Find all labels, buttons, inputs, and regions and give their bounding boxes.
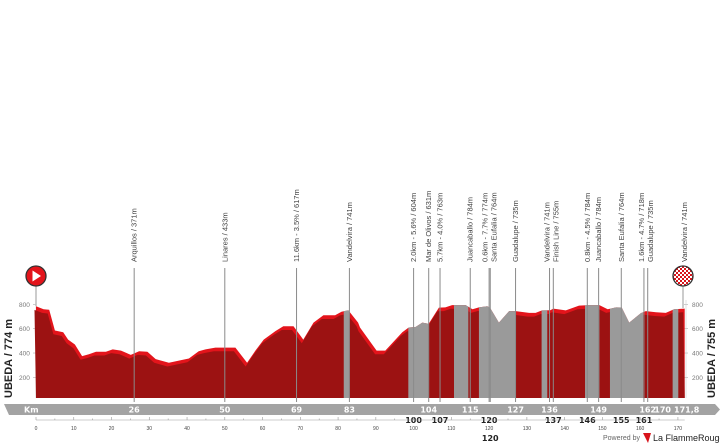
distance-tick-label: 70 <box>298 426 304 432</box>
distance-tick-label: 80 <box>335 426 341 432</box>
altitude-axis-left: 200 400 600 800 <box>19 300 37 398</box>
start-label: UBEDA / 774 m <box>3 319 15 398</box>
km-strip-label: 136 <box>541 406 558 415</box>
km-marker-label: 155 <box>613 416 630 425</box>
altitude-tick-label: 200 <box>692 375 703 382</box>
km-strip-title: Km <box>24 406 39 415</box>
checkered-flag-icon <box>672 265 694 308</box>
finish-label: UBEDA / 755 m <box>706 319 718 398</box>
distance-tick-label: 40 <box>184 426 190 432</box>
marker-label: Juancaballo / 784m <box>594 197 603 262</box>
km-strip-band <box>4 404 720 415</box>
marker-label: Arquillos / 371m <box>130 208 139 262</box>
marker-label: Juancaballo / 784m <box>466 197 475 262</box>
climb-segment <box>454 305 469 398</box>
km-marker-label: 100 <box>405 416 422 425</box>
powered-by: Powered by La FlammeRouge <box>603 433 720 443</box>
altitude-tick-label: 400 <box>692 351 703 358</box>
altitude-tick-label: 600 <box>692 326 703 333</box>
climb-segment <box>609 305 644 398</box>
km-marker-label: 137 <box>545 416 562 425</box>
distance-tick-label: 100 <box>409 426 418 432</box>
marker-label: 5.7km - 4.0% / 763m <box>436 193 445 262</box>
marker-label: 2.0km - 5.6% / 604m <box>409 193 418 262</box>
distance-tick-label: 130 <box>523 426 532 432</box>
km-marker-label: 161 <box>636 416 653 425</box>
distance-tick-label: 160 <box>636 426 645 432</box>
distance-tick-label: 120 <box>485 426 494 432</box>
marker-label: Finish Line / 755m <box>551 201 560 262</box>
marker-label: Linares / 433m <box>220 212 229 262</box>
marker-label: Guadalupe / 735m <box>511 200 520 262</box>
km-strip-label: 162 <box>639 406 656 415</box>
climb-segment <box>672 305 679 398</box>
markers: Arquillos / 371m 26 Linares / 433m 50 11.6km… <box>129 189 700 443</box>
km-strip-label: 26 <box>129 406 141 415</box>
km-strip-label: 83 <box>344 406 355 415</box>
climb-segment <box>541 305 548 398</box>
altitude-axis-right: 200 400 600 800 <box>684 300 703 398</box>
powered-by-text: Powered by <box>603 435 640 442</box>
km-strip: Km <box>4 404 720 415</box>
elevation-profile <box>34 308 685 398</box>
distance-tick-label: 20 <box>109 426 115 432</box>
distance-axis: 0 10 20 30 40 50 60 70 80 90 100 110 120 130 140 150 160… <box>35 417 685 432</box>
distance-tick-label: 150 <box>598 426 607 432</box>
distance-tick-label: 50 <box>222 426 228 432</box>
altitude-tick-label: 400 <box>19 351 30 358</box>
climb-segment <box>408 305 429 398</box>
km-strip-label: 149 <box>590 406 607 415</box>
km-strip-label: 69 <box>291 406 303 415</box>
marker-label: 0.6km - 7.7% / 774m <box>481 193 490 262</box>
marker-label: 11.6km - 3.5% / 617m <box>292 189 301 262</box>
altitude-tick-label: 200 <box>19 375 30 382</box>
marker-label: Vandelvira / 741m <box>345 202 354 262</box>
marker-label: 0.8km - 4.5% / 784m <box>583 193 592 262</box>
altitude-tick-label: 600 <box>19 326 30 333</box>
km-strip-label: 115 <box>462 406 479 415</box>
marker-label: Guadalupe / 735m <box>646 200 655 262</box>
marker-label: Santa Eufalia / 764m <box>617 192 626 262</box>
distance-tick-label: 170 <box>674 426 683 432</box>
distance-tick-label: 0 <box>35 426 38 432</box>
km-marker-label: 107 <box>432 416 449 425</box>
km-strip-label: 170 <box>654 406 671 415</box>
play-icon <box>25 265 47 306</box>
marker-label: Santa Eufalia / 764m <box>490 192 499 262</box>
km-strip-label: 127 <box>507 406 524 415</box>
altitude-tick-label: 800 <box>692 302 703 309</box>
distance-tick-label: 90 <box>373 426 379 432</box>
marker-label: 1.6km - 4.7% / 718m <box>637 193 646 262</box>
km-marker-label: 120 <box>482 434 499 443</box>
distance-tick-label: 60 <box>260 426 266 432</box>
climb-segment <box>478 305 516 398</box>
climb-segment <box>343 305 350 398</box>
km-strip-label: 171,8 <box>674 406 700 415</box>
climb-segment <box>585 305 600 398</box>
distance-tick-label: 140 <box>560 426 569 432</box>
distance-tick-label: 10 <box>71 426 77 432</box>
marker-label: Mar de Olivos / 631m <box>424 191 433 262</box>
km-strip-label: 104 <box>420 406 437 415</box>
distance-tick-label: 110 <box>447 426 455 432</box>
marker-label: Vandelvira / 741m <box>542 202 551 262</box>
altitude-tick-label: 800 <box>19 302 30 309</box>
km-marker-label: 146 <box>579 416 596 425</box>
km-strip-label: 50 <box>219 406 231 415</box>
km-marker-label: 120 <box>481 416 498 425</box>
flamme-rouge-logo-icon <box>643 433 651 443</box>
marker-label: Vandelvira / 741m <box>680 202 689 262</box>
profile-layer <box>34 305 685 398</box>
brand-text: La FlammeRouge <box>653 433 720 443</box>
distance-tick-label: 30 <box>146 426 152 432</box>
